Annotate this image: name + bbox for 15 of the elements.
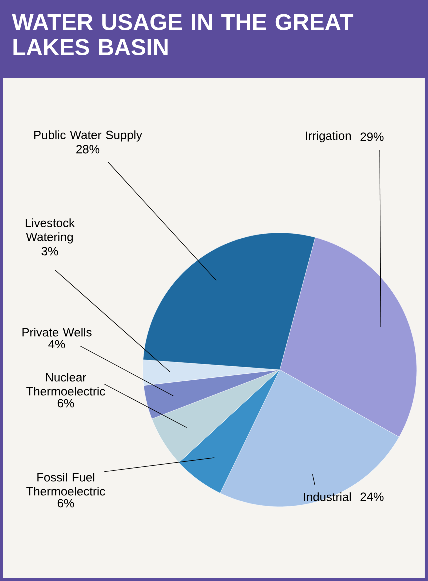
chart-title: WATER USAGE IN THE GREAT LAKES BASIN — [12, 14, 354, 56]
data-label: 6% — [58, 499, 74, 508]
slice-label: Private Wells — [22, 328, 92, 337]
slice-label: Nuclear Thermoelectric — [26, 372, 106, 396]
data-label: 29% — [360, 132, 384, 142]
data-label: 3% — [42, 247, 58, 256]
data-label: 24% — [360, 492, 384, 502]
slice-label: Irrigation — [306, 131, 352, 143]
data-label: 4% — [48, 340, 66, 349]
slice-label: Industrial — [304, 492, 351, 502]
data-label: 28% — [76, 145, 100, 154]
slice-label: Fossil Fuel Thermoelectric — [26, 472, 106, 496]
data-label: 6% — [58, 399, 74, 408]
slice-label: Public Water Supply — [34, 130, 142, 142]
slice-label: Livestock Watering — [26, 218, 76, 244]
